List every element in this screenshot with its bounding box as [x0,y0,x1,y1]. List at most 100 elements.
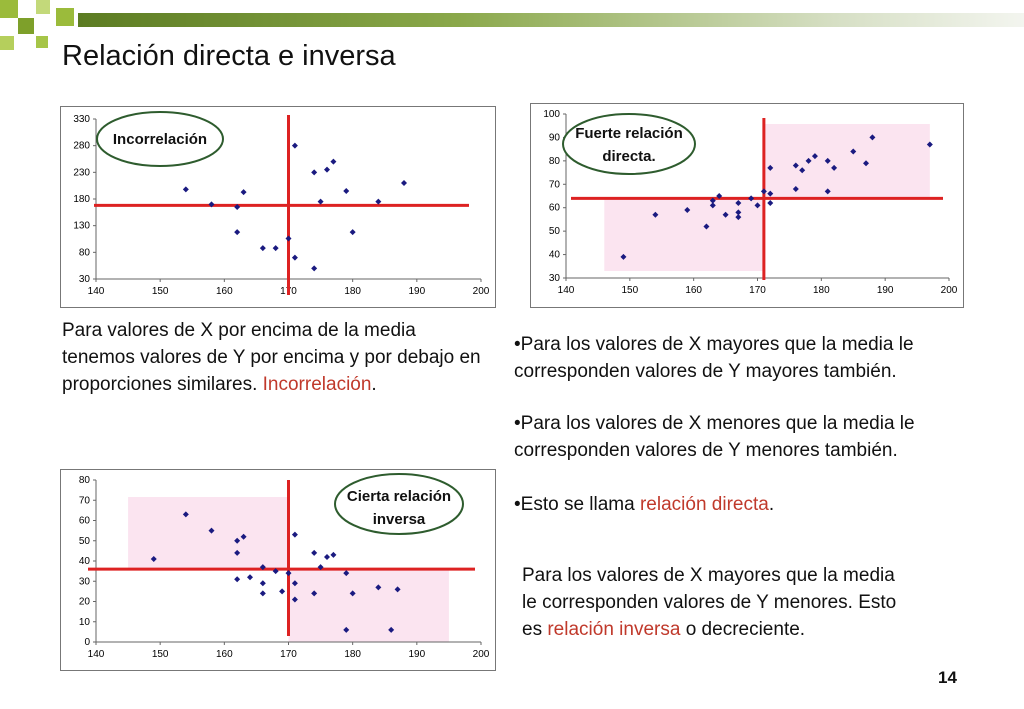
data-point [754,202,761,209]
data-point [291,254,298,261]
data-point [291,596,298,603]
data-point [375,198,382,205]
y-tick-label: 10 [79,617,91,628]
data-point [291,142,298,149]
data-point [709,197,716,204]
data-point [760,188,767,195]
data-point [324,553,330,560]
note-text: directa. [602,148,655,165]
x-tick-label: 200 [941,285,958,296]
left-paragraph-text: Para valores de X por encima de la media… [62,320,481,395]
data-point [234,576,241,583]
data-point [291,531,298,538]
y-tick-label: 50 [79,536,91,547]
data-point [330,158,337,165]
x-tick-label: 140 [88,286,105,297]
y-tick-label: 90 [549,132,561,143]
bullet-1: •Para los valores de X mayores que la me… [514,331,994,385]
x-tick-label: 160 [685,285,702,296]
note-callout-oval [96,111,224,167]
x-tick-label: 180 [813,285,830,296]
x-tick-label: 150 [621,285,638,296]
note-text: Fuerte relación [575,125,683,142]
x-tick-label: 190 [408,649,425,660]
corner-square-3 [0,36,14,50]
left-paragraph-end: . [371,374,377,395]
data-point [652,211,659,218]
data-point [869,134,876,141]
corner-square-1 [0,0,18,18]
x-tick-label: 160 [216,286,233,297]
shade-upper-right [763,124,930,199]
x-tick-label: 170 [749,285,766,296]
data-point [259,245,266,252]
data-point [703,223,710,230]
x-tick-label: 150 [152,286,169,297]
y-tick-label: 60 [549,203,561,214]
data-point [259,564,266,571]
x-tick-label: 200 [473,649,490,660]
chart-incorrelacion-svg: 3080130180230280330140150160170180190200… [73,111,490,297]
data-point [811,153,818,160]
data-point [343,188,350,194]
data-point [620,253,627,260]
data-point [317,198,324,205]
y-tick-label: 180 [73,194,90,205]
data-point [240,533,247,540]
data-point [805,157,812,164]
y-tick-label: 0 [84,637,90,648]
inverse-paragraph-text: Para los valores de X mayores que la med… [522,565,897,640]
x-tick-label: 140 [88,649,105,660]
corner-square-5 [36,36,48,48]
x-tick-label: 190 [408,286,425,297]
data-point [926,141,933,148]
data-point [709,202,716,209]
y-tick-label: 60 [79,516,91,527]
data-point [792,162,799,169]
data-point [824,157,831,164]
bullet-2: •Para los valores de X menores que la me… [514,410,994,464]
data-point [722,211,729,218]
data-point [234,204,241,210]
data-point [311,265,318,272]
data-point [150,555,157,562]
data-point [349,229,356,236]
x-tick-label: 200 [473,286,490,297]
chart-relacion-inversa-svg: 0 10 20 30 40 50 60 70 80 140 150 160 170 180 190 200 Ci… [79,473,490,660]
corner-square-2 [18,18,34,34]
inverse-paragraph-end: o decreciente. [680,619,806,640]
data-point [388,626,395,633]
data-point [767,164,774,171]
data-point [317,564,324,571]
bullet-3-end: . [768,494,775,515]
y-tick-label: 70 [79,495,91,506]
data-point [182,511,189,518]
data-point [394,586,401,593]
y-tick-label: 80 [79,475,91,486]
data-point [247,574,253,581]
corner-square-4 [36,0,50,14]
page-number: 14 [938,668,957,687]
data-point [716,193,723,199]
data-point [799,167,806,174]
chart-relacion-inversa: 0 10 20 30 40 50 60 70 80 140 150 160 170 180 190 200 Ci… [60,469,496,671]
chart-relacion-directa: 30 40 50 60 70 80 90 100 140 150 160 170 180 190 200 Fu… [530,103,964,308]
data-point [311,590,318,597]
data-point [272,245,279,252]
data-point [863,160,870,167]
data-point [330,551,337,558]
data-point [343,570,350,577]
x-tick-label: 190 [877,285,894,296]
data-point [311,549,318,556]
y-tick-label: 330 [73,114,90,125]
data-point [824,188,831,195]
bullet-3-highlight: relación directa [639,494,769,515]
y-tick-label: 280 [73,141,90,152]
x-tick-label: 150 [152,649,169,660]
left-paragraph: Para valores de X por encima de la media… [62,317,482,398]
y-tick-label: 100 [543,109,560,120]
data-point [291,580,298,587]
note-text: Cierta relación [347,488,451,505]
data-point [311,169,318,176]
corner-square-6 [56,8,74,26]
